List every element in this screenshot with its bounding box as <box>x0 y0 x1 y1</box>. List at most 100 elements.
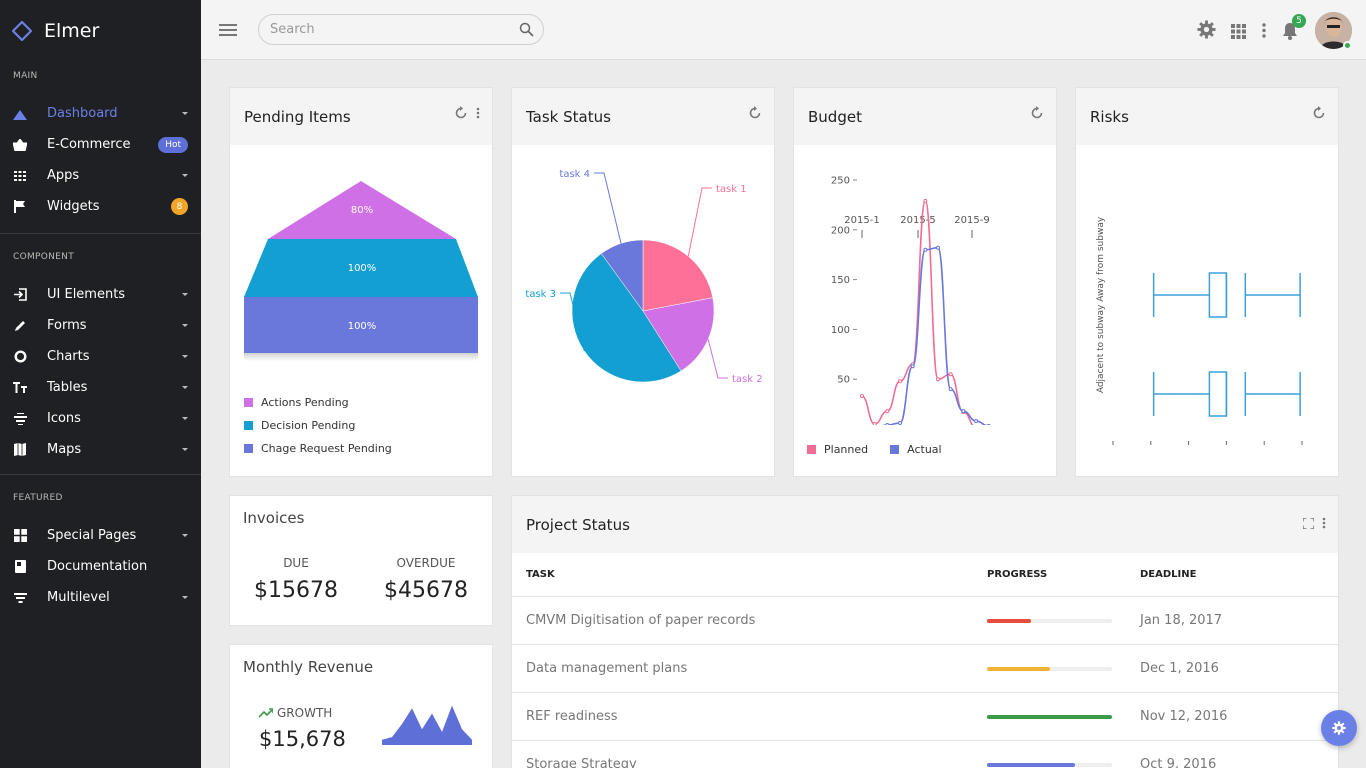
invoices-card: Invoices DUE $15678 OVERDUE $45678 <box>229 495 493 626</box>
table-row[interactable]: Data management plans Dec 1, 2016 <box>512 645 1338 693</box>
y-axis-label: Adjacent to subway Away from subway <box>1096 216 1106 393</box>
icons-icon <box>13 412 27 426</box>
card-title: Pending Items <box>244 108 351 126</box>
data-point <box>948 372 953 377</box>
fullscreen-icon[interactable] <box>1303 517 1314 529</box>
flag-icon <box>13 200 27 214</box>
chevron-down-icon <box>182 417 188 420</box>
legend-item[interactable]: Decision Pending <box>244 414 392 437</box>
app-name: Elmer <box>44 20 100 42</box>
sidebar-item-ecommerce[interactable]: E-Commerce Hot <box>0 129 201 160</box>
refresh-icon[interactable] <box>748 106 762 120</box>
sidebar-item-dashboard[interactable]: Dashboard <box>0 98 201 129</box>
table-row[interactable]: CMVM Digitisation of paper records Jan 1… <box>512 597 1338 645</box>
sidebar-item-ui-elements[interactable]: UI Elements <box>0 279 201 310</box>
sidebar-item-documentation[interactable]: Documentation <box>0 551 201 582</box>
refresh-icon[interactable] <box>1312 106 1326 120</box>
progress-bar <box>987 667 1112 671</box>
legend-item[interactable]: Planned <box>807 438 868 461</box>
avatar[interactable] <box>1315 12 1352 49</box>
legend-swatch <box>890 445 900 454</box>
legend-label: Actual <box>907 443 942 456</box>
overdue-stat: OVERDUE $45678 <box>378 556 474 603</box>
card-title: Invoices <box>243 509 305 527</box>
task-name: Storage Strategy <box>526 757 637 768</box>
sidebar-divider <box>0 233 201 234</box>
card-tools <box>748 106 762 120</box>
legend-item[interactable]: Actions Pending <box>244 391 392 414</box>
search-icon[interactable] <box>519 22 534 37</box>
table-row[interactable]: Storage Strategy Oct 9, 2016 <box>512 741 1338 768</box>
sidebar-item-icons[interactable]: Icons <box>0 403 201 434</box>
sidebar-item-charts[interactable]: Charts <box>0 341 201 372</box>
y-tick-label: 100 <box>831 325 850 336</box>
box-q1-median <box>1208 371 1228 417</box>
column-header-progress[interactable]: PROGRESS <box>987 569 1048 580</box>
basket-icon <box>13 138 27 152</box>
task-status-card: Task Status task 1 task 2 task 3 task 4 <box>511 87 775 477</box>
chevron-down-icon <box>182 174 188 177</box>
search-input[interactable] <box>259 15 499 44</box>
deadline: Oct 9, 2016 <box>1140 757 1217 768</box>
legend-label: Chage Request Pending <box>261 442 392 455</box>
data-point <box>936 377 940 382</box>
risks-box-plot: 02004006008001,000Adjacent to subway Awa… <box>1096 216 1303 445</box>
more-vertical-icon[interactable] <box>1262 23 1266 38</box>
sidebar-item-maps[interactable]: Maps <box>0 434 201 465</box>
card-tools <box>1303 517 1326 529</box>
sidebar: Elmer MAIN Dashboard E-Commerce Hot Apps… <box>0 0 201 768</box>
card-title: Budget <box>808 108 862 126</box>
column-header-task[interactable]: TASK <box>526 569 555 580</box>
budget-line-chart: 0501001502002502016-12016-52016-92015-12… <box>831 176 991 425</box>
apps-grid-icon <box>13 169 27 183</box>
card-tools <box>1312 106 1326 120</box>
more-vertical-icon[interactable] <box>1322 517 1326 529</box>
settings-fab[interactable] <box>1321 710 1357 746</box>
overdue-label: OVERDUE <box>396 556 456 570</box>
pending-items-card: Pending Items 80% 100% 100% Actions Pend… <box>229 87 493 477</box>
progress-fill <box>987 667 1050 671</box>
chevron-down-icon <box>182 293 188 296</box>
brand[interactable]: Elmer <box>0 0 201 62</box>
sidebar-item-forms[interactable]: Forms <box>0 310 201 341</box>
settings-gear-icon[interactable] <box>1197 20 1216 39</box>
column-header-deadline[interactable]: DEADLINE <box>1140 569 1197 580</box>
sidebar-item-multilevel[interactable]: Multilevel <box>0 582 201 613</box>
top-tick-label: 2015-1 <box>844 215 879 226</box>
more-vertical-icon[interactable] <box>476 107 480 119</box>
pie-label: task 1 <box>716 184 747 195</box>
sidebar-item-label: Charts <box>47 349 90 364</box>
data-point <box>872 422 877 425</box>
legend-label: Decision Pending <box>261 419 356 432</box>
apps-grid-icon[interactable] <box>1231 24 1246 39</box>
pie-label: task 2 <box>732 374 763 385</box>
card-title: Risks <box>1090 108 1129 126</box>
sidebar-item-label: Icons <box>47 411 81 426</box>
top-tick-label: 2015-9 <box>954 215 989 226</box>
section-label-main: MAIN <box>13 71 38 81</box>
sidebar-item-widgets[interactable]: Widgets 8 <box>0 191 201 222</box>
progress-bar <box>987 715 1112 719</box>
sidebar-item-label: E-Commerce <box>47 137 131 152</box>
refresh-icon[interactable] <box>454 106 468 120</box>
task-name: Data management plans <box>526 661 688 676</box>
funnel-label: 100% <box>348 263 377 274</box>
menu-toggle-icon[interactable] <box>219 24 237 36</box>
section-label-component: COMPONENT <box>13 252 74 262</box>
refresh-icon[interactable] <box>1030 106 1044 120</box>
card-header: Task Status <box>512 88 774 145</box>
legend-item[interactable]: Chage Request Pending <box>244 437 392 460</box>
sidebar-item-label: Multilevel <box>47 590 110 605</box>
data-point <box>923 198 928 203</box>
online-status-dot <box>1343 41 1352 50</box>
sidebar-item-special-pages[interactable]: Special Pages <box>0 520 201 551</box>
table-row[interactable]: REF readiness Nov 12, 2016 <box>512 693 1338 741</box>
text-size-icon <box>13 381 27 395</box>
legend-item[interactable]: Actual <box>890 438 942 461</box>
pie-label-line <box>687 187 712 257</box>
sidebar-item-tables[interactable]: Tables <box>0 372 201 403</box>
progress-fill <box>987 619 1031 623</box>
y-tick-label: 200 <box>831 225 850 236</box>
card-title: Monthly Revenue <box>243 658 374 676</box>
sidebar-item-apps[interactable]: Apps <box>0 160 201 191</box>
